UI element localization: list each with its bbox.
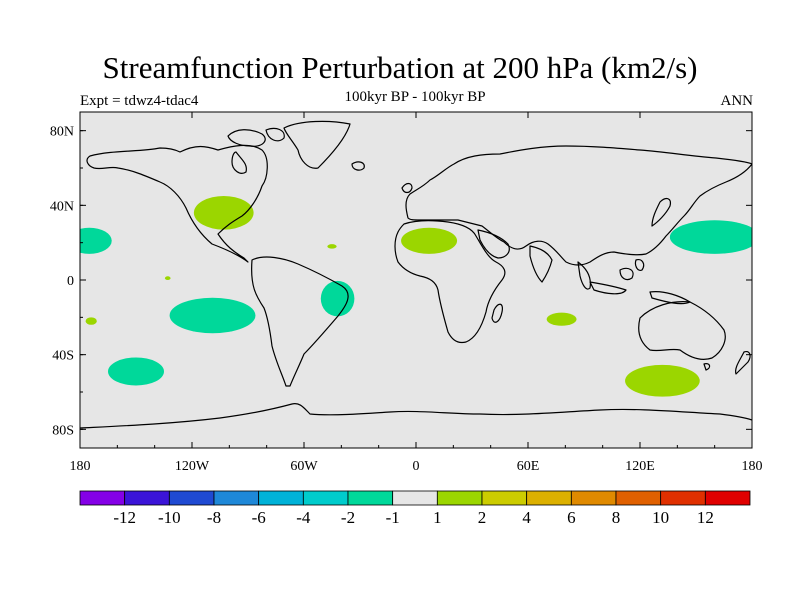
colorbar-label: -1 bbox=[386, 508, 400, 527]
y-tick-label: 80N bbox=[50, 125, 74, 140]
anomaly-brazil bbox=[320, 280, 355, 317]
coastline-hudson-bay bbox=[231, 151, 247, 174]
plot-title: Streamfunction Perturbation at 200 hPa (… bbox=[102, 50, 698, 85]
coastline-arctic-islands bbox=[227, 127, 285, 147]
experiment-label: Expt = tdwz4-tdac4 bbox=[80, 93, 199, 109]
coastline-southeast-asia bbox=[577, 259, 645, 295]
anomaly-gulf-of-mexico bbox=[193, 196, 254, 230]
coastline-north-america bbox=[86, 144, 268, 263]
anomaly-layer bbox=[80, 196, 752, 397]
coastline-africa bbox=[394, 220, 506, 344]
x-tick-label: 120W bbox=[175, 459, 210, 474]
colorbar-box bbox=[526, 490, 572, 506]
coastline-japan bbox=[651, 197, 671, 227]
axis-layer: 80N 40N 0 40S 80S 180 120W 60W 0 60E 120E 180 bbox=[50, 112, 763, 474]
y-tick-label: 40S bbox=[52, 349, 74, 364]
colorbar-box bbox=[392, 490, 438, 506]
colorbar-label: -10 bbox=[158, 508, 181, 527]
coastline-europe-asia bbox=[405, 145, 752, 266]
colorbar-label: 2 bbox=[478, 508, 487, 527]
coastline-india bbox=[529, 245, 553, 283]
coastline-british-isles bbox=[401, 182, 413, 194]
y-tick-label: 0 bbox=[67, 274, 74, 289]
colorbar-box bbox=[481, 490, 528, 506]
colorbar-label: -4 bbox=[296, 508, 311, 527]
colorbar-label: 1 bbox=[433, 508, 442, 527]
colorbar-label: 8 bbox=[612, 508, 621, 527]
coastline-south-america bbox=[251, 256, 349, 387]
y-tick-label: 40N bbox=[50, 199, 74, 214]
colorbar-box bbox=[168, 490, 215, 506]
anomaly-east-pacific-south bbox=[169, 297, 256, 334]
coastline-layer bbox=[80, 120, 752, 429]
colorbar-box bbox=[79, 490, 126, 506]
colorbar-label: 4 bbox=[522, 508, 531, 527]
x-tick-label: 60W bbox=[290, 459, 318, 474]
anomaly-west-africa bbox=[401, 227, 458, 254]
colorbar-label: 12 bbox=[697, 508, 714, 527]
anomaly-pacific-small-2 bbox=[164, 276, 171, 280]
colorbar-box bbox=[302, 490, 349, 506]
anomaly-atlantic-small bbox=[327, 244, 337, 249]
colorbar-label: 6 bbox=[567, 508, 576, 527]
colorbar-label: -2 bbox=[341, 508, 355, 527]
coastline-tasmania bbox=[703, 363, 711, 371]
coastline-new-zealand bbox=[735, 351, 751, 375]
x-tick-label: 180 bbox=[70, 459, 91, 474]
coastline-antarctica bbox=[80, 403, 752, 429]
x-tick-label: 180 bbox=[742, 459, 763, 474]
x-tick-label: 0 bbox=[413, 459, 420, 474]
x-tick-label: 60E bbox=[517, 459, 540, 474]
colorbar-box bbox=[213, 490, 260, 506]
colorbar-label: -6 bbox=[252, 508, 266, 527]
y-tick-label: 80S bbox=[52, 423, 74, 438]
coastline-arabia bbox=[477, 229, 510, 259]
anomaly-pacific-small-1 bbox=[85, 317, 97, 325]
colorbar-box bbox=[258, 490, 304, 506]
coastline-australia bbox=[638, 301, 726, 360]
coastline-greenland bbox=[283, 120, 351, 169]
colorbar-label: 10 bbox=[652, 508, 669, 527]
colorbar-box bbox=[704, 490, 751, 506]
colorbar: -12 -10 -8 -6 -4 -2 -1 1 2 4 6 8 10 12 bbox=[79, 490, 751, 527]
colorbar-box bbox=[615, 490, 662, 506]
x-tick-label: 120E bbox=[625, 459, 655, 474]
colorbar-box bbox=[570, 490, 617, 506]
anomaly-southern-ocean-east bbox=[625, 364, 700, 397]
anomaly-west-pacific-north bbox=[669, 220, 752, 254]
anomaly-central-pacific-north bbox=[80, 227, 112, 254]
anomaly-south-pacific bbox=[108, 357, 164, 386]
plot-subtitle: 100kyr BP - 100kyr BP bbox=[344, 89, 486, 105]
coastline-madagascar bbox=[491, 303, 503, 323]
colorbar-label: -8 bbox=[207, 508, 221, 527]
colorbar-box bbox=[347, 490, 394, 506]
map-background bbox=[80, 112, 752, 448]
coastline-iceland bbox=[351, 161, 365, 171]
anomaly-indian-ocean bbox=[546, 312, 577, 326]
colorbar-box bbox=[436, 490, 483, 506]
season-label: ANN bbox=[720, 93, 754, 109]
colorbar-label: -12 bbox=[113, 508, 136, 527]
colorbar-box bbox=[660, 490, 706, 506]
colorbar-box bbox=[124, 490, 170, 506]
